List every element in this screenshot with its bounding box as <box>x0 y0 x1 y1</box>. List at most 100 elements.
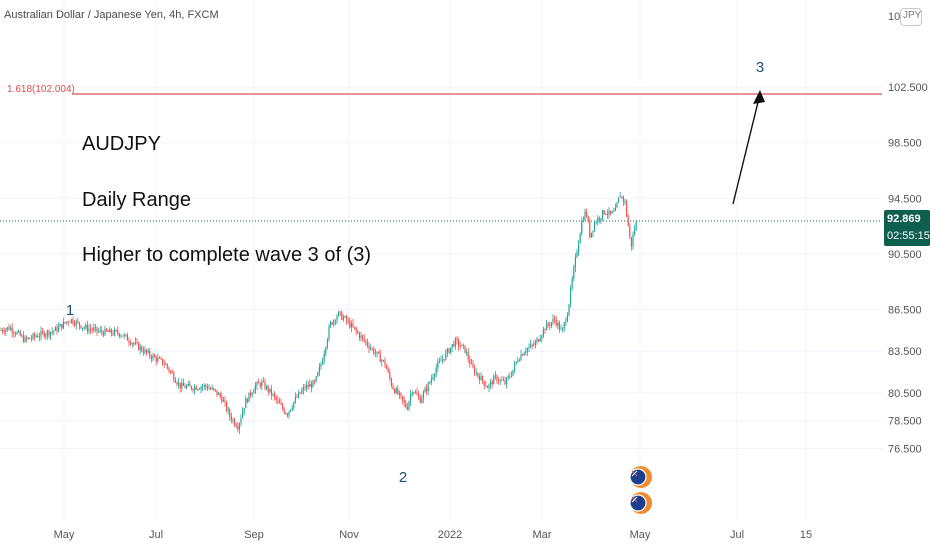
candle-body <box>531 344 533 346</box>
candle-body <box>434 374 436 378</box>
candle-body <box>224 400 226 403</box>
candle-body <box>350 323 352 328</box>
candle-body <box>309 383 311 387</box>
time-axis-label[interactable]: Jul <box>149 529 163 541</box>
candle-body <box>0 330 2 331</box>
candle-body <box>106 328 108 331</box>
candle-body <box>125 334 127 336</box>
candle-body <box>562 328 564 330</box>
chart-scale-icon[interactable] <box>900 8 922 26</box>
candle-body <box>582 220 584 222</box>
candle-body <box>22 335 24 342</box>
wave-label-3[interactable]: 3 <box>756 59 764 76</box>
candle-body <box>102 332 104 336</box>
candle-body <box>462 344 464 346</box>
time-axis-label[interactable]: 15 <box>800 529 812 541</box>
candle-body <box>602 210 604 219</box>
candle-body <box>634 229 636 235</box>
candle-body <box>542 329 544 336</box>
candle-body <box>283 408 285 413</box>
candle-body <box>507 376 509 378</box>
candle-body <box>605 213 607 215</box>
candle-body <box>192 389 194 391</box>
candle-body <box>179 382 181 389</box>
candle-body <box>477 372 479 376</box>
candle-body <box>341 312 343 320</box>
candle-body <box>338 311 340 317</box>
candle-body <box>555 319 557 326</box>
candle-body <box>45 334 47 337</box>
candle-body <box>384 360 386 366</box>
candle-body <box>352 323 354 327</box>
candle-body <box>219 393 221 397</box>
candle-body <box>218 393 220 396</box>
candle-body <box>245 398 247 408</box>
forecast-arrow-line[interactable] <box>732 93 761 205</box>
time-axis-label[interactable]: Mar <box>533 529 552 541</box>
wave-label-2[interactable]: 2 <box>399 469 407 486</box>
candle-body <box>138 342 140 350</box>
candle-body <box>442 359 444 361</box>
candle-body <box>576 251 578 257</box>
candle-body <box>408 401 410 410</box>
candle-body <box>264 381 266 389</box>
time-axis-label[interactable]: May <box>630 529 651 541</box>
time-axis-label[interactable]: Sep <box>244 529 264 541</box>
candle-body <box>422 392 424 399</box>
candle-body <box>280 403 282 405</box>
candle-body <box>389 372 391 379</box>
candle-body <box>518 359 520 361</box>
time-axis-label[interactable]: Jul <box>730 529 744 541</box>
candle-body <box>80 325 82 329</box>
candle-body <box>118 333 120 337</box>
wave-label-1[interactable]: 1 <box>66 302 74 319</box>
candle-body <box>552 319 554 323</box>
price-axis-label: 80.500 <box>888 388 922 400</box>
candle-body <box>256 382 258 386</box>
candle-body <box>8 327 10 330</box>
candle-body <box>258 382 260 384</box>
price-axis-label: 78.500 <box>888 416 922 428</box>
candle-body <box>296 397 298 398</box>
time-axis-label[interactable]: 2022 <box>438 529 462 541</box>
time-axis-label[interactable]: May <box>54 529 75 541</box>
candle-body <box>494 375 496 377</box>
candle-body <box>458 340 460 347</box>
candle-body <box>35 336 37 338</box>
candle-body <box>469 359 471 364</box>
price-axis-label: 10 <box>888 11 900 23</box>
candle-body <box>26 337 28 339</box>
candle-body <box>528 346 530 349</box>
currency-badge[interactable]: JPY <box>903 10 922 21</box>
candle-body <box>314 380 316 382</box>
candle-body <box>344 316 346 318</box>
candle-body <box>608 210 610 215</box>
candle-body <box>616 202 618 208</box>
candle-body <box>301 390 303 394</box>
candle-body <box>109 329 111 333</box>
candle-body <box>589 221 591 238</box>
candle-body <box>34 333 36 337</box>
candle-body <box>509 376 511 378</box>
candle-body <box>440 360 442 362</box>
candle-body <box>448 348 450 353</box>
candle-body <box>424 388 426 393</box>
candle-body <box>77 321 79 323</box>
candle-body <box>406 407 408 410</box>
candle-body <box>427 383 429 392</box>
candle-body <box>435 367 437 375</box>
candle-body <box>120 335 122 337</box>
current-price: 92.869 <box>887 213 921 225</box>
candle-body <box>21 335 23 337</box>
candle-body <box>334 320 336 322</box>
time-axis-label[interactable]: Nov <box>339 529 359 541</box>
candle-body <box>373 348 375 354</box>
annotation-forecast: Higher to complete wave 3 of (3) <box>82 244 372 266</box>
candle-body <box>136 341 138 343</box>
candle-body <box>11 327 13 333</box>
symbol-title[interactable]: Australian Dollar / Japanese Yen, 4h, FX… <box>4 9 219 21</box>
price-axis-label: 90.500 <box>888 249 922 261</box>
candle-body <box>443 359 445 360</box>
